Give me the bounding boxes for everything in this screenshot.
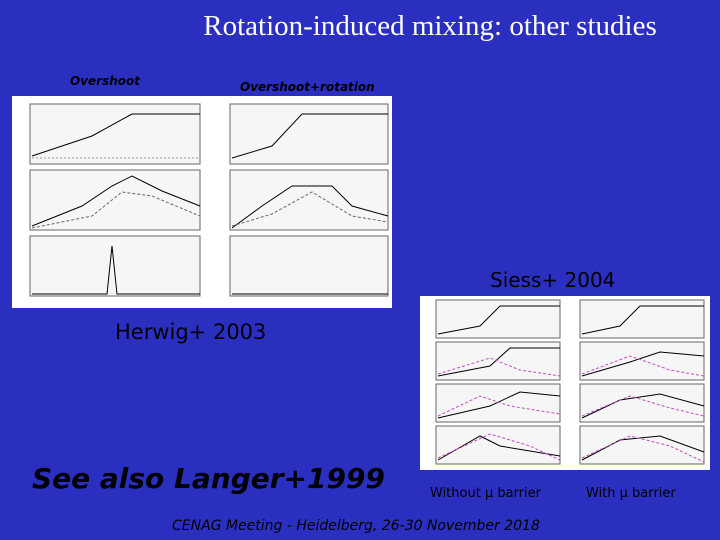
caption-siess: Siess+ 2004	[490, 268, 616, 292]
siess-plots	[435, 299, 705, 465]
label-overshoot-rotation: Overshoot+rotation	[240, 80, 375, 94]
siess-right-column	[579, 299, 705, 465]
herwig-plots	[29, 103, 389, 297]
footer: CENAG Meeting - Heidelberg, 26-30 Novemb…	[172, 518, 540, 534]
siess-left-column	[435, 299, 561, 465]
herwig-caption-area	[12, 310, 392, 500]
label-with-mu-barrier: With μ barrier	[586, 486, 676, 501]
slide-title: Rotation-induced mixing: other studies	[203, 10, 657, 42]
caption-herwig: Herwig+ 2003	[115, 320, 267, 344]
siess-figure	[420, 296, 710, 470]
plot-left-mid	[29, 169, 201, 231]
label-overshoot: Overshoot	[70, 74, 140, 88]
herwig-figure	[12, 96, 392, 308]
plot-right-bottom	[229, 235, 389, 297]
label-without-mu-barrier: Without μ barrier	[430, 486, 541, 501]
plot-left-top	[29, 103, 201, 165]
plot-left-bottom	[29, 235, 201, 297]
plot-right-top	[229, 103, 389, 165]
caption-langer: See also Langer+1999	[32, 462, 385, 495]
plot-right-mid	[229, 169, 389, 231]
